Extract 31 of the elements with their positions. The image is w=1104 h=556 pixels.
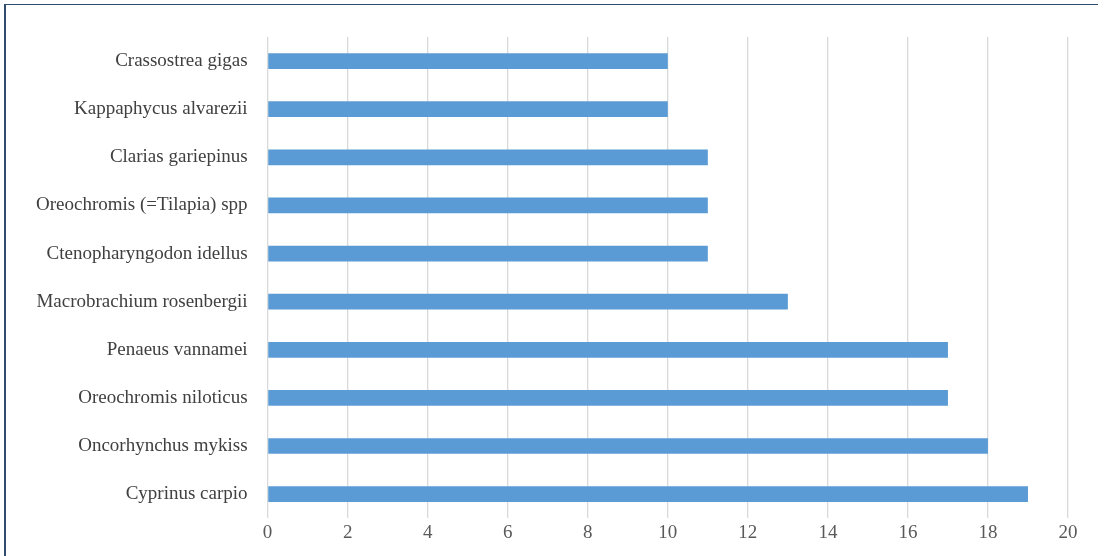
y-tick-label: Oncorhynchus mykiss	[78, 434, 248, 455]
y-tick-label: Macrobrachium rosenbergii	[36, 289, 248, 311]
y-tick-label: Ctenopharyngodon idellus	[46, 241, 248, 263]
bar	[268, 341, 948, 358]
bar	[268, 245, 708, 262]
x-tick-label: 2	[342, 520, 353, 542]
bar	[268, 197, 708, 214]
x-tick-label: 0	[262, 520, 273, 542]
bar	[268, 438, 988, 454]
x-tick-label: 4	[422, 520, 433, 542]
y-tick-label: Penaeus vannamei	[106, 337, 248, 359]
bar	[268, 390, 948, 406]
y-tick-label: Oreochromis (=Tilapia) spp	[35, 193, 248, 216]
bar	[268, 486, 1028, 502]
x-tick-label: 14	[818, 520, 838, 542]
x-tick-label: 16	[898, 520, 918, 542]
x-tick-label: 12	[738, 520, 758, 542]
x-tick-label: 8	[583, 520, 593, 542]
y-tick-label: Clarias gariepinus	[109, 145, 248, 167]
y-tick-label: Cyprinus carpio	[125, 482, 248, 504]
x-tick-label: 6	[502, 520, 513, 542]
bar	[268, 293, 788, 310]
y-tick-label: Crassostrea gigas	[115, 49, 248, 71]
x-tick-label: 18	[978, 520, 998, 542]
bar	[268, 101, 668, 118]
y-tick-label: Kappaphycus alvarezii	[74, 97, 248, 119]
x-tick-label: 10	[658, 520, 678, 542]
x-tick-label: 20	[1058, 520, 1078, 542]
y-tick-label: Oreochromis niloticus	[78, 385, 248, 407]
bar	[268, 53, 668, 69]
bar	[268, 149, 708, 166]
